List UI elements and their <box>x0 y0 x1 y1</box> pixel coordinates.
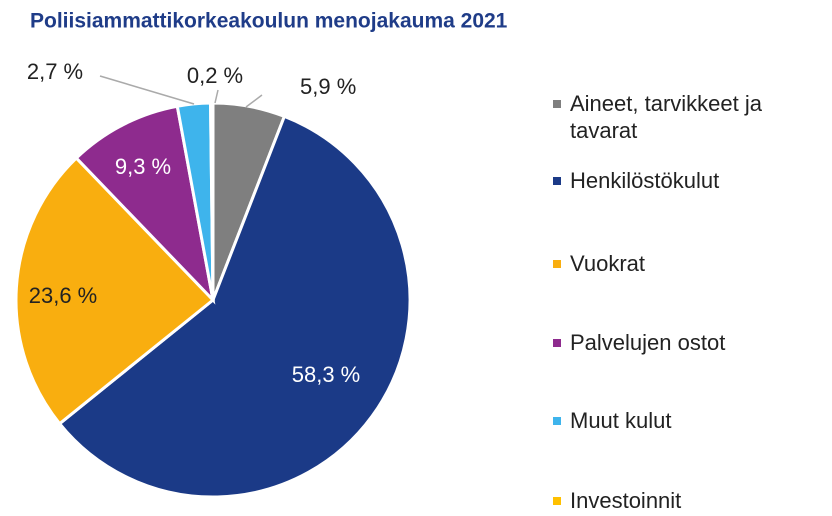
data-label: 0,2 % <box>187 63 243 88</box>
pie-slice <box>209 101 215 301</box>
pie-slice <box>57 114 412 499</box>
chart-title: Poliisiammattikorkeakoulun menojakauma 2… <box>30 10 508 33</box>
legend-label: Vuokrat <box>570 251 646 276</box>
legend-label: Muut kulut <box>570 408 672 433</box>
legend-swatch <box>553 339 561 347</box>
legend-item: Muut kulut <box>553 407 813 434</box>
leader-line <box>214 89 219 104</box>
legend-item: Investoinnit <box>553 487 813 514</box>
pie-slice <box>14 155 216 426</box>
data-label: 2,7 % <box>27 59 83 84</box>
legend-swatch <box>553 260 561 268</box>
data-label: 9,3 % <box>115 154 171 179</box>
data-label: 5,9 % <box>300 74 356 99</box>
leader-line <box>245 94 263 108</box>
pie-slice <box>74 104 216 305</box>
data-label: 23,6 % <box>29 283 98 308</box>
legend-item: Vuokrat <box>553 250 813 277</box>
legend-item: Aineet, tarvikkeet ja tavarat <box>553 90 813 144</box>
leader-line <box>99 75 195 105</box>
legend-label: Aineet, tarvikkeet ja tavarat <box>570 91 762 143</box>
legend-label: Palvelujen ostot <box>570 330 726 355</box>
legend-swatch <box>553 100 561 108</box>
data-label: 58,3 % <box>292 362 361 387</box>
legend-swatch <box>553 417 561 425</box>
legend-swatch <box>553 177 561 185</box>
legend-label: Investoinnit <box>570 488 682 513</box>
legend-swatch <box>553 497 561 505</box>
legend-item: Palvelujen ostot <box>553 329 813 356</box>
legend-label: Henkilöstökulut <box>570 168 720 193</box>
legend-item: Henkilöstökulut <box>553 167 813 194</box>
